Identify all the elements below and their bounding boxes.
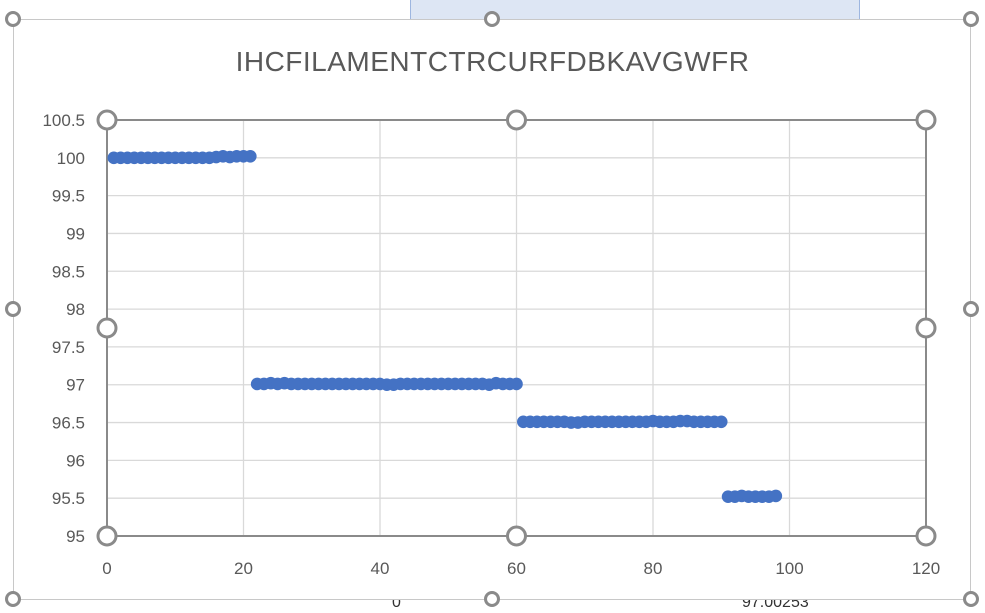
resize-handle-top-center[interactable]	[484, 11, 500, 27]
plot-area-resize-handle[interactable]	[506, 109, 527, 131]
x-axis-tick-labels[interactable]: 0 20 40 60 80 100 120	[102, 559, 940, 578]
plot-area-resize-handle[interactable]	[915, 317, 937, 339]
plot-area-resize-handle[interactable]	[915, 109, 937, 131]
resize-handle-middle-left[interactable]	[5, 301, 21, 317]
plot-area-resize-handle[interactable]	[96, 525, 118, 547]
y-tick-label: 100.5	[42, 111, 85, 130]
plot-area-resize-handle[interactable]	[96, 317, 118, 339]
x-tick-label: 100	[775, 559, 803, 578]
y-tick-label: 98	[66, 300, 85, 319]
resize-handle-bottom-left[interactable]	[5, 591, 21, 607]
y-tick-label: 97	[66, 376, 85, 395]
x-tick-label: 0	[102, 559, 111, 578]
resize-handle-bottom-center[interactable]	[484, 591, 500, 607]
plot-area-resize-handle[interactable]	[96, 109, 118, 131]
data-point[interactable]	[510, 377, 523, 391]
resize-handle-top-right[interactable]	[963, 11, 979, 27]
resize-handle-top-left[interactable]	[5, 11, 21, 27]
y-tick-label: 100	[57, 149, 85, 168]
y-tick-label: 95	[66, 527, 85, 546]
y-tick-label: 98.5	[52, 262, 85, 281]
y-tick-label: 99	[66, 224, 85, 243]
resize-handle-middle-right[interactable]	[963, 301, 979, 317]
x-tick-label: 60	[507, 559, 526, 578]
data-point[interactable]	[714, 415, 728, 429]
gridlines	[106, 119, 927, 537]
plot-area-handles[interactable]	[96, 109, 937, 547]
cell-value[interactable]: 0	[392, 596, 401, 611]
plot-area-resize-handle[interactable]	[506, 525, 527, 547]
y-tick-label: 96	[66, 451, 85, 470]
y-axis-tick-labels[interactable]: 100.5 100 99.5 99 98.5 98 97.5 97 96.5 96 95.5 95	[42, 111, 85, 546]
x-tick-label: 40	[371, 559, 390, 578]
chart-title[interactable]: IHCFILAMENTCTRCURFDBKAVGWFR	[235, 46, 750, 77]
x-tick-label: 80	[644, 559, 663, 578]
x-tick-label: 20	[234, 559, 253, 578]
y-tick-label: 96.5	[52, 414, 85, 433]
data-series-1[interactable]	[107, 150, 783, 503]
plot-area-resize-handle[interactable]	[915, 525, 937, 547]
y-tick-label: 95.5	[52, 489, 85, 508]
data-point[interactable]	[769, 489, 783, 503]
y-tick-label: 97.5	[52, 338, 85, 357]
resize-handle-bottom-right[interactable]	[963, 591, 979, 607]
data-point[interactable]	[244, 150, 257, 163]
x-tick-label: 120	[912, 559, 940, 578]
y-tick-label: 99.5	[52, 187, 85, 206]
